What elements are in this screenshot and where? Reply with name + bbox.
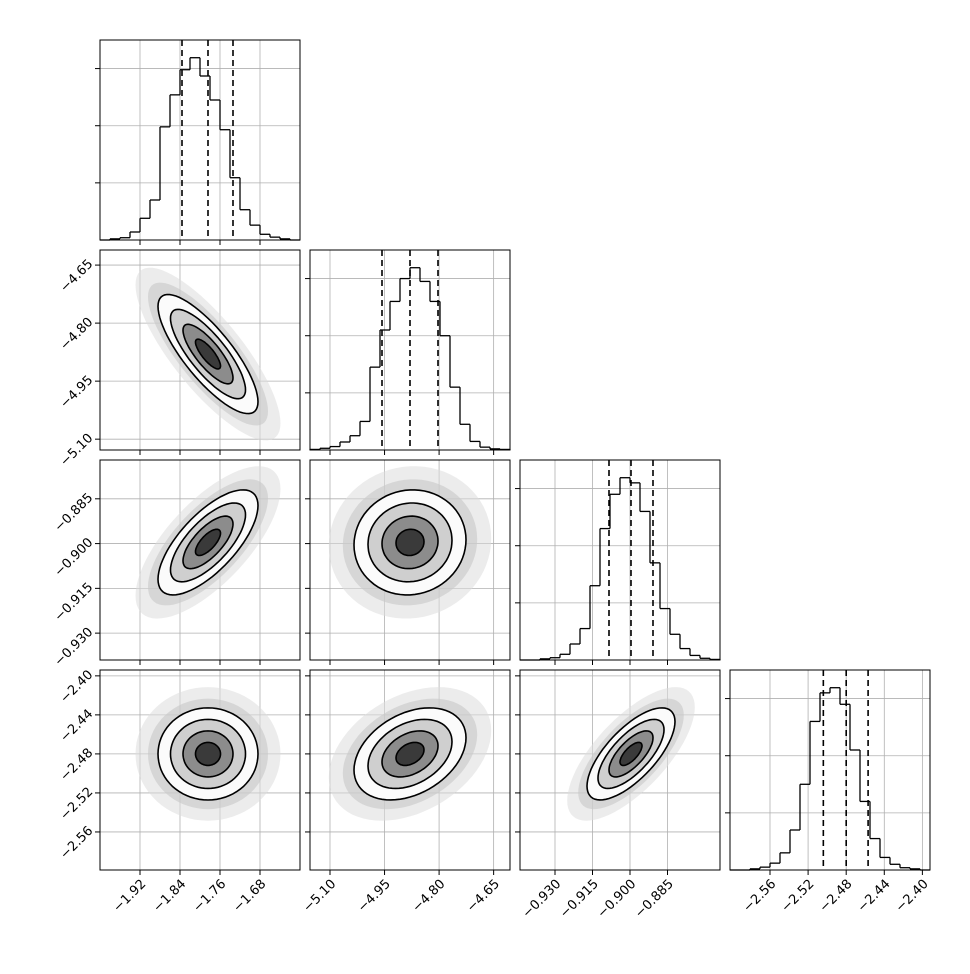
contour-line [194,338,222,370]
contour-fill [396,742,424,766]
panel [305,249,511,455]
y-tick-label: −2.48 [58,746,97,785]
contour-fill [195,742,221,766]
panel-frame [309,249,511,451]
contour-group [328,687,492,821]
panel: −5.10 −4.95 −4.80 −4.65 [58,249,301,470]
contour-line [182,515,234,570]
panel-frame [309,669,511,871]
y-tick-label: −0.885 [52,491,97,536]
y-tick-label: −2.40 [58,668,97,707]
contour-line [381,730,439,778]
x-tick-label: −2.44 [855,877,894,916]
x-tick-label: −1.68 [231,877,270,916]
contour-fill [195,339,221,369]
contour-line [169,502,247,583]
y-tick-label: −0.930 [52,625,97,670]
x-tick-label: −1.76 [191,877,230,916]
contour-group [135,687,281,821]
x-tick-label: −2.56 [741,877,780,916]
contour-line [169,718,247,790]
panel [95,39,301,245]
panel: −0.930−0.915−0.900−0.885 [52,459,301,670]
panel [305,459,511,665]
contour-line [157,293,259,415]
contour-line [194,741,222,767]
contour-line [608,730,654,778]
y-tick-label: −2.52 [58,785,97,824]
x-tick-label: −0.930 [520,877,565,922]
x-tick-label: −4.80 [410,877,449,916]
contour-line [597,718,665,790]
panel [515,459,721,665]
x-tick-label: −4.65 [464,877,503,916]
contour-fill [195,529,221,556]
panel-frame [519,669,721,871]
contour-line [353,489,467,596]
panel: −0.930−0.915−0.900−0.885 [515,669,721,922]
x-tick-label: −4.95 [355,877,394,916]
contour-fill [620,742,642,766]
y-tick-label: −0.900 [52,535,97,580]
contour-line [169,308,247,400]
contour-line [157,707,259,801]
contour-group [567,687,695,821]
panel-frame [309,459,511,661]
panel: −2.56 −2.52 −2.48 −2.44 −2.40 [725,669,932,916]
panel-frame [729,669,931,871]
x-tick-label: −0.900 [595,877,640,922]
x-tick-label: −0.915 [557,877,602,922]
contour-group [135,466,281,619]
contour-group [328,466,492,619]
x-tick-label: −2.40 [893,877,932,916]
y-tick-label: −5.10 [58,431,97,470]
y-tick-label: −2.56 [58,824,97,863]
y-tick-label: −4.65 [58,257,97,296]
y-tick-label: −2.44 [58,707,97,746]
panel-frame [519,459,721,661]
contour-line [353,707,467,801]
contour-line [381,515,439,570]
panel-frame [99,459,301,661]
panel-frame [99,669,301,871]
x-tick-label: −0.885 [632,877,677,922]
y-tick-label: −4.80 [58,315,97,354]
contour-line [182,730,234,778]
panel-frame [99,39,301,241]
contour-line [367,718,453,790]
contour-line [194,528,222,557]
x-tick-label: −5.10 [301,877,340,916]
contour-line [367,502,453,583]
contour-line [395,528,425,557]
x-tick-label: −2.48 [817,877,856,916]
y-tick-label: −4.95 [58,373,97,412]
panel: −5.10 −4.95 −4.80 −4.65 [301,669,511,916]
contour-group [135,267,281,441]
contour-fill [396,529,424,556]
contour-line [157,489,259,596]
x-tick-label: −1.92 [111,877,150,916]
x-tick-label: −1.84 [151,877,190,916]
panel-frame [99,249,301,451]
contour-line [586,707,676,801]
y-tick-label: −0.915 [52,580,97,625]
x-tick-label: −2.52 [779,877,818,916]
contour-line [619,741,643,767]
contour-line [182,323,234,385]
panel: −1.92 −1.84 −1.76 −1.68 −2.56−2.52−2.48−2.44… [58,668,301,916]
contour-line [395,741,425,767]
